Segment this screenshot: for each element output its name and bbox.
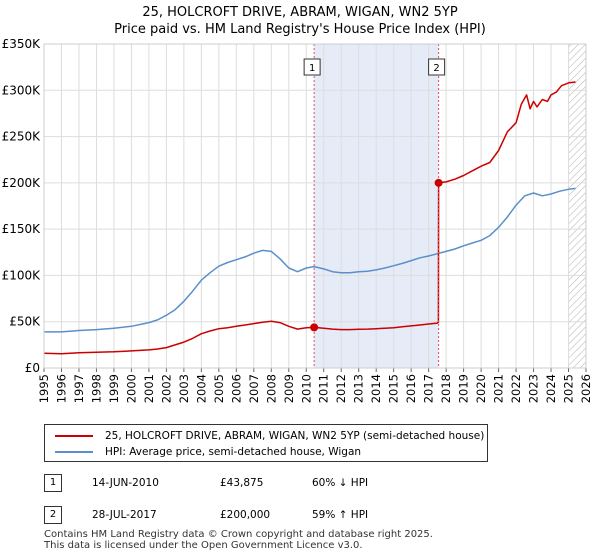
plot-frame [43, 43, 587, 369]
x-tick-label: 2020 [474, 374, 488, 403]
x-tick-label: 2007 [247, 374, 261, 403]
y-tick-label: £150K [2, 222, 42, 236]
x-tick-label: 2018 [439, 374, 453, 403]
legend-label-property: 25, HOLCROFT DRIVE, ABRAM, WIGAN, WN2 5Y… [105, 430, 485, 442]
marker-1-dot [310, 323, 319, 332]
transaction-price: £43,875 [220, 477, 264, 489]
transaction-hpi-change: 60% ↓ HPI [312, 477, 369, 489]
x-tick-label: 2023 [527, 374, 541, 403]
title-subtitle: Price paid vs. HM Land Registry's House … [114, 22, 486, 37]
x-tick-label: 2013 [352, 374, 366, 403]
transaction-price: £200,000 [220, 509, 271, 521]
transaction-hpi-change: 59% ↑ HPI [312, 509, 369, 521]
legend-swatch-hpi [55, 451, 93, 453]
x-tick-label: 2002 [159, 374, 173, 403]
x-tick-label: 2001 [142, 374, 156, 403]
x-tick-label: 1997 [72, 374, 86, 403]
transaction-row: 1 14-JUN-2010 £43,875 60% ↓ HPI [44, 474, 584, 492]
transaction-row: 2 28-JUL-2017 £200,000 59% ↑ HPI [44, 506, 584, 524]
marker-1-box [303, 58, 321, 76]
y-tick-label: £350K [2, 37, 42, 51]
y-tick-label: £200K [2, 176, 42, 190]
x-tick-label: 2008 [264, 374, 278, 403]
x-tick-label: 2015 [387, 374, 401, 403]
x-tick-label: 2014 [369, 374, 383, 403]
x-tick-label: 2011 [317, 374, 331, 403]
y-tick-label: £250K [2, 130, 42, 144]
footer-licence: This data is licensed under the Open Gov… [44, 540, 363, 551]
y-tick-label: £50K [9, 315, 41, 329]
x-tick-label: 2024 [544, 374, 558, 403]
x-tick-label: 1998 [89, 374, 103, 403]
x-tick-label: 2004 [194, 374, 208, 403]
x-tick-label: 2016 [404, 374, 418, 403]
price-chart: 1 2 £0 £50K £100K £150K £200K £250K £300K £350K 1… [2, 37, 593, 403]
legend: 25, HOLCROFT DRIVE, ABRAM, WIGAN, WN2 5Y… [44, 424, 488, 462]
y-tick-label: £100K [2, 268, 42, 282]
marker-2-label: 2 [433, 63, 439, 74]
footer-copyright: Contains HM Land Registry data © Crown c… [44, 529, 433, 540]
legend-label-hpi: HPI: Average price, semi-detached house,… [105, 446, 362, 458]
x-tick-label: 2017 [422, 374, 436, 403]
legend-swatch-property [55, 435, 93, 437]
x-tick-label: 2006 [229, 374, 243, 403]
x-tick-label: 2000 [124, 374, 138, 403]
x-tick-label: 2012 [334, 374, 348, 403]
hpi-line [44, 187, 576, 333]
x-tick-label: 2026 [579, 374, 593, 403]
marker-1-label: 1 [309, 63, 315, 74]
legend-item-property: 25, HOLCROFT DRIVE, ABRAM, WIGAN, WN2 5Y… [55, 428, 484, 444]
x-tick-label: 1999 [107, 374, 121, 403]
legend-item-hpi: HPI: Average price, semi-detached house,… [55, 444, 361, 460]
forecast-hatch [568, 44, 586, 368]
property-price-line [43, 81, 576, 355]
title-address: 25, HOLCROFT DRIVE, ABRAM, WIGAN, WN2 5Y… [142, 5, 458, 20]
x-tick-label: 2019 [457, 374, 471, 403]
x-tick-label: 1996 [54, 374, 68, 403]
transaction-badge: 1 [44, 474, 62, 492]
y-tick-label: £300K [2, 83, 42, 97]
chart-title: 25, HOLCROFT DRIVE, ABRAM, WIGAN, WN2 5Y… [0, 4, 600, 38]
marker-2-dot [434, 178, 443, 187]
x-tick-label: 2010 [299, 374, 313, 403]
x-tick-label: 1995 [37, 374, 51, 403]
x-tick-label: 2003 [177, 374, 191, 403]
transaction-badge: 2 [44, 506, 62, 524]
x-tick-label: 2009 [282, 374, 296, 403]
y-tick-label: £0 [25, 361, 40, 375]
footer: Contains HM Land Registry data © Crown c… [44, 529, 433, 551]
transaction-date: 28-JUL-2017 [92, 509, 157, 521]
x-tick-label: 2005 [212, 374, 226, 403]
x-tick-label: 2021 [492, 374, 506, 403]
transaction-date: 14-JUN-2010 [92, 477, 159, 489]
x-tick-label: 2022 [509, 374, 523, 403]
marker-2-box [428, 58, 446, 76]
x-tick-label: 2025 [562, 374, 576, 403]
